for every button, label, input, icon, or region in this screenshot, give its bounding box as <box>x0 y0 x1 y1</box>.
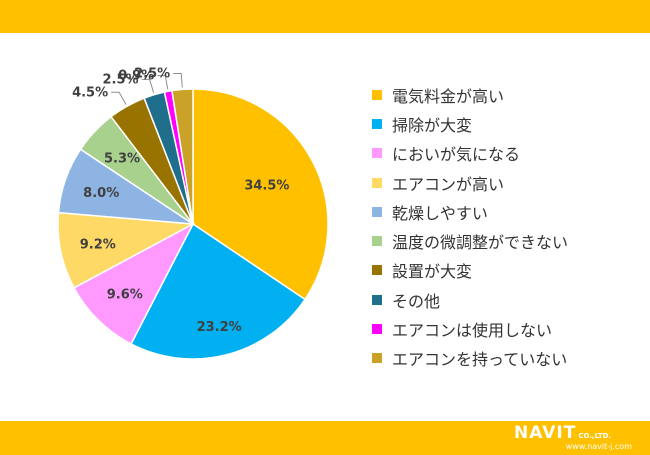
bottom-banner <box>0 421 650 455</box>
leader-line-10 <box>173 72 183 88</box>
legend-swatch <box>372 353 382 364</box>
legend-item-7: 設置が大変 <box>372 256 568 285</box>
data-label-1: 34.5% <box>244 179 289 194</box>
slice-1 <box>192 88 329 301</box>
legend-swatch <box>372 265 382 276</box>
leader-line-9 <box>157 75 169 90</box>
legend-item-3: においが気になる <box>372 139 568 168</box>
legend-item-10: エアコンを持っていない <box>372 344 568 373</box>
legend-label: エアコンは使用しない <box>392 321 553 341</box>
legend-item-1: 電気料金が高い <box>372 80 568 109</box>
legend-label: 温度の微調整ができない <box>392 233 569 253</box>
legend-label: においが気になる <box>392 145 521 165</box>
legend-item-2: 掃除が大変 <box>372 109 568 138</box>
legend-swatch <box>372 118 382 129</box>
slice-2 <box>130 222 307 360</box>
legend-swatch <box>372 148 382 159</box>
data-label-8: 2.5% <box>103 72 139 87</box>
legend-label: その他 <box>392 291 441 311</box>
company-logo: NAVIT CO.,LTD. www.navit-j.com <box>514 423 632 452</box>
logo-url: www.navit-j.com <box>565 441 632 451</box>
data-label-4: 9.2% <box>80 238 116 253</box>
legend-swatch <box>372 206 382 217</box>
legend-item-4: エアコンが高い <box>372 168 568 197</box>
legend-swatch <box>372 177 382 188</box>
legend-label: 電気料金が高い <box>392 86 505 106</box>
legend-swatch <box>372 324 382 335</box>
legend-label: エアコンが高い <box>392 174 505 194</box>
data-label-5: 8.0% <box>83 186 119 201</box>
pie-chart: 34.5%23.2%9.6%9.2%8.0%5.3%4.5%2.5%0.9%2.… <box>57 66 329 360</box>
leader-line-8 <box>141 78 155 93</box>
data-label-3: 9.6% <box>107 287 143 302</box>
data-label-9: 0.9% <box>118 69 154 84</box>
top-banner <box>0 0 650 33</box>
data-label-6: 5.3% <box>104 152 140 167</box>
legend-label: 掃除が大変 <box>392 115 473 135</box>
legend-swatch <box>372 89 382 100</box>
legend-label: 乾燥しやすい <box>392 203 488 223</box>
slice-3 <box>73 222 195 345</box>
data-label-7: 4.5% <box>72 85 108 100</box>
logo-suffix: CO.,LTD. <box>578 431 612 440</box>
slice-10 <box>171 88 194 225</box>
legend-swatch <box>372 294 382 305</box>
legend-item-8: その他 <box>372 285 568 314</box>
leader-line-7 <box>111 91 127 105</box>
legend-item-9: エアコンは使用しない <box>372 314 568 343</box>
legend-label: エアコンを持っていない <box>392 350 568 370</box>
data-label-2: 23.2% <box>197 320 242 335</box>
legend-item-6: 温度の微調整ができない <box>372 226 568 255</box>
data-label-10: 2.5% <box>134 66 170 81</box>
legend-swatch <box>372 236 382 247</box>
slice-4 <box>57 211 196 289</box>
chart-legend: 電気料金が高い 掃除が大変においが気になる エアコンが高い 乾燥しやすい温度の微調整が… <box>372 80 568 373</box>
legend-item-5: 乾燥しやすい <box>372 197 568 226</box>
legend-label: 設置が大変 <box>392 262 473 282</box>
logo-name: NAVIT <box>514 422 577 443</box>
